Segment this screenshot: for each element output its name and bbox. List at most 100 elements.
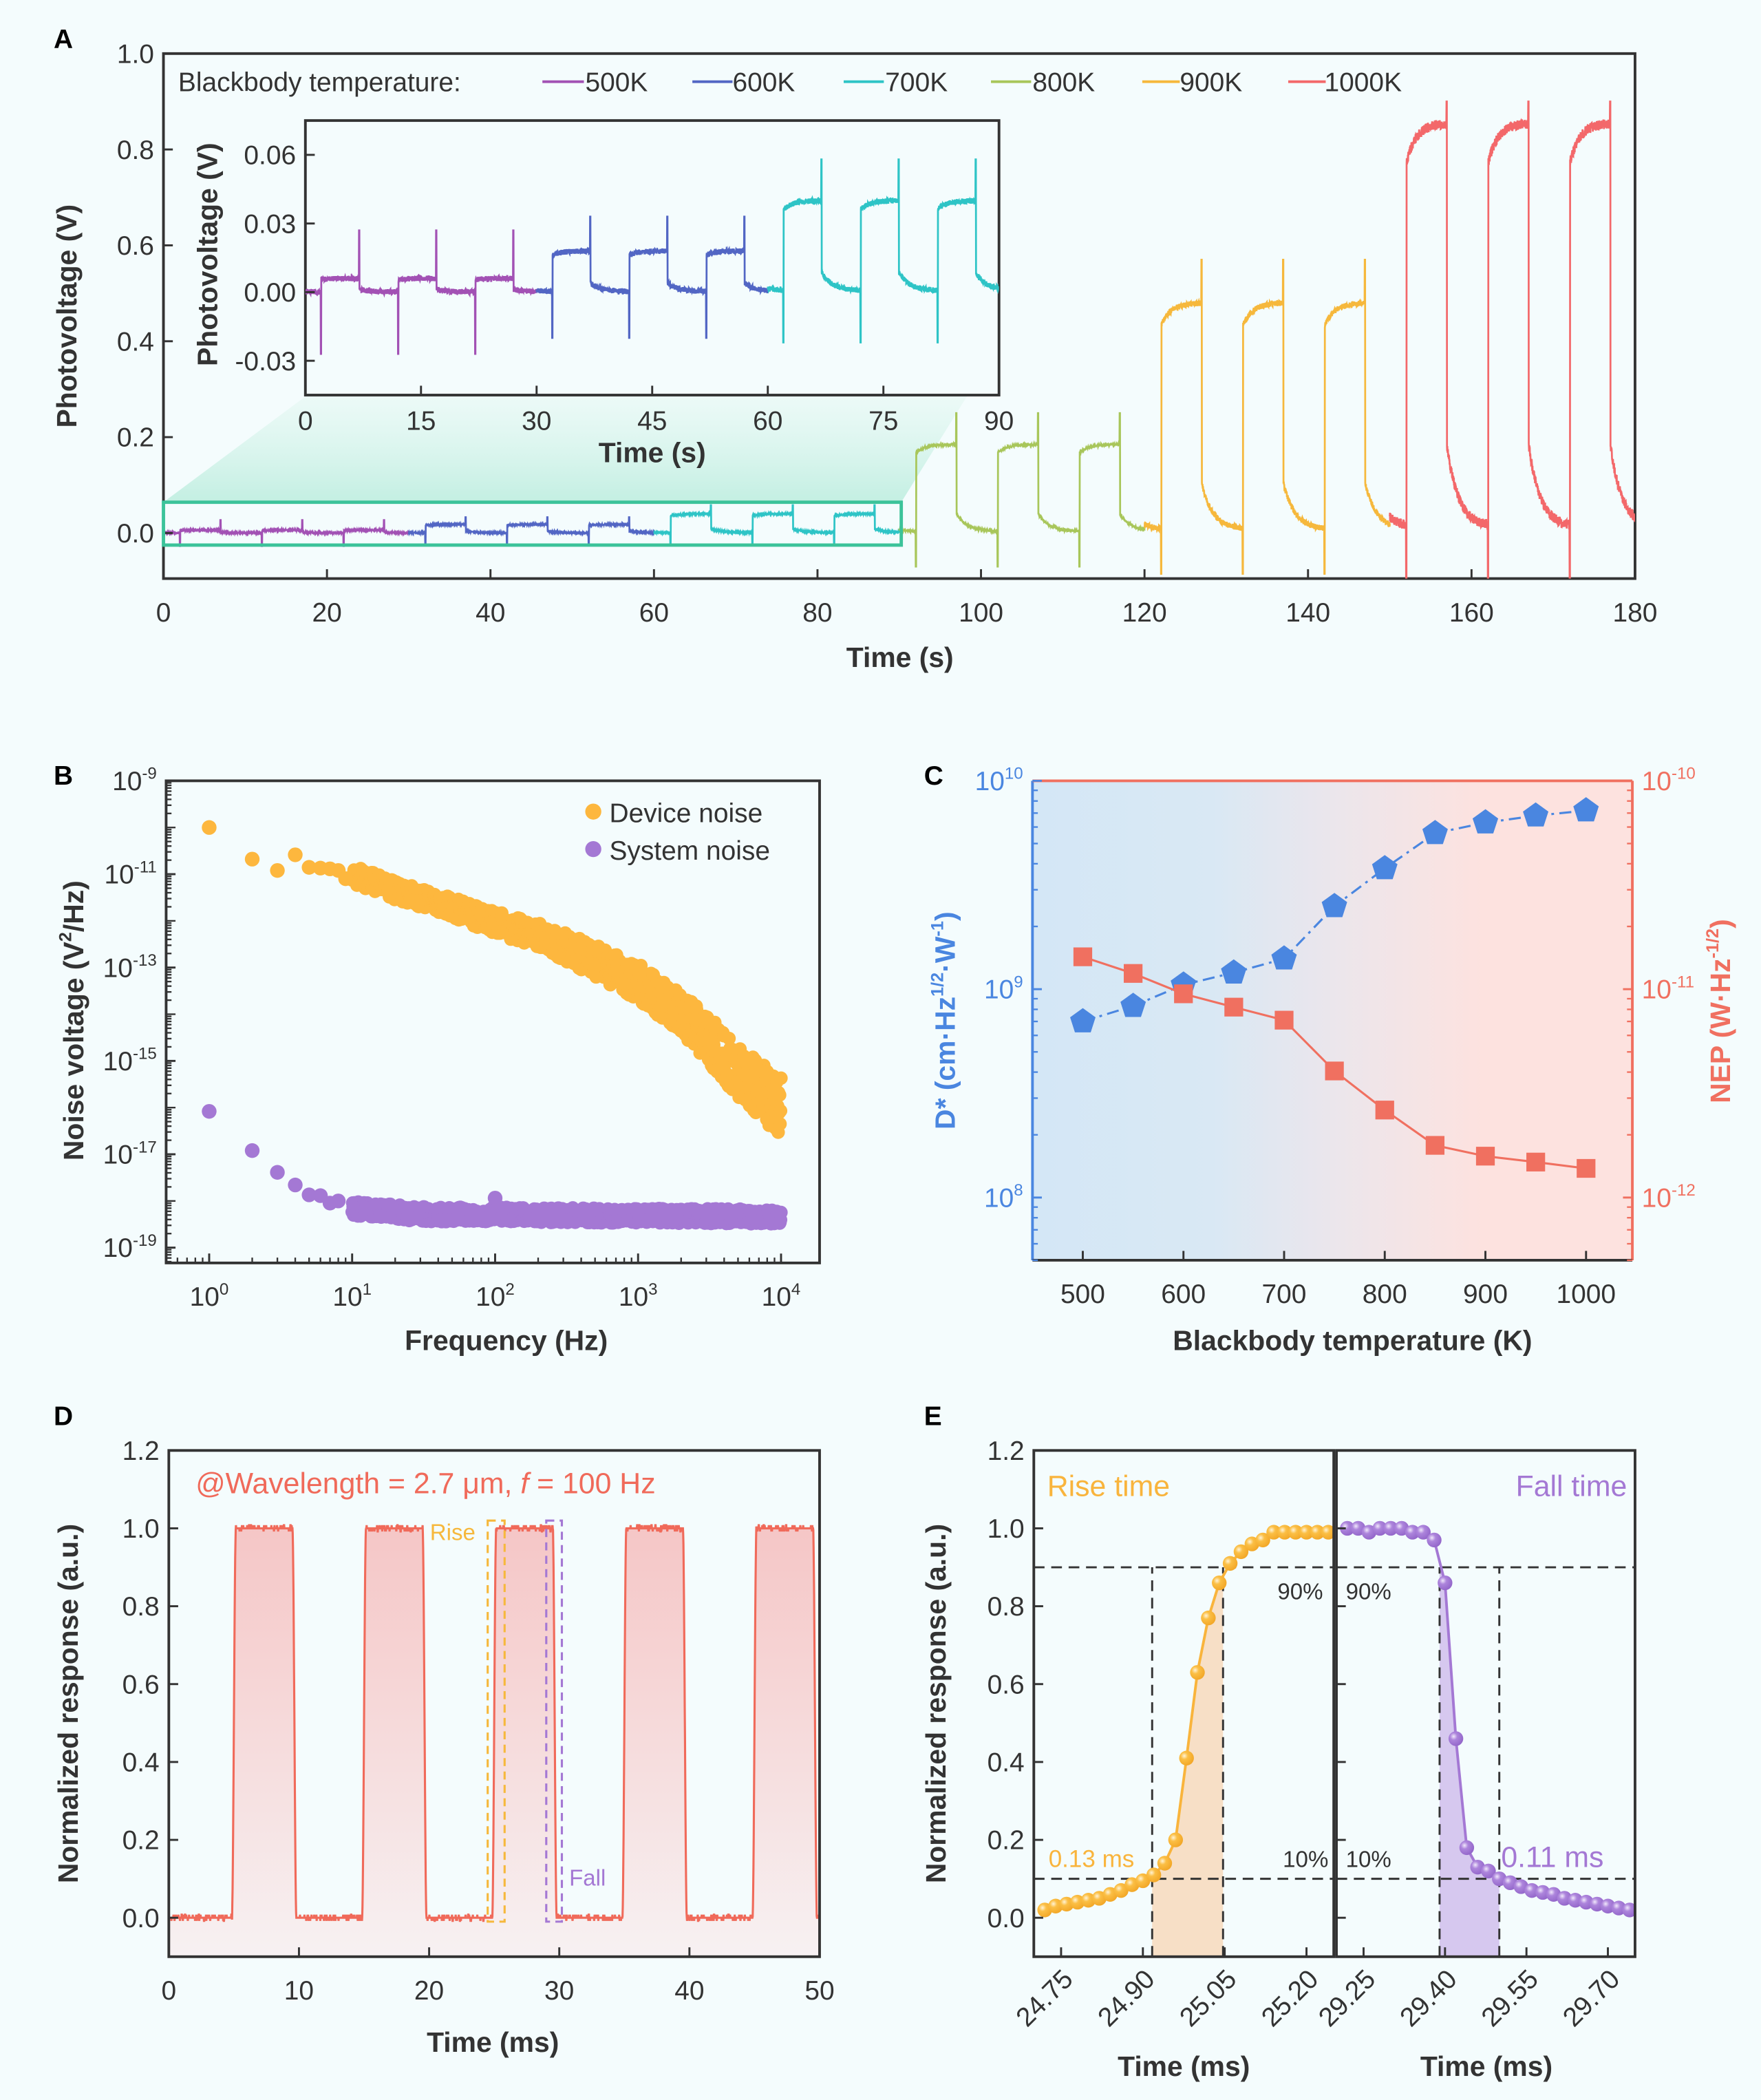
panel-a-zoom-box xyxy=(162,500,904,547)
panel-b-x-axis-title: Frequency (Hz) xyxy=(405,1324,608,1356)
panel-b-y-tick-label: 10-15 xyxy=(103,1045,157,1076)
inset-series-500k xyxy=(305,229,538,355)
panel-c-right-axis-title: NEP (W·Hz-1/2) xyxy=(1703,919,1736,1103)
panel-a-x-tick-label: 100 xyxy=(959,598,1003,628)
rise-90-label: 90% xyxy=(1277,1579,1323,1604)
panel-d-y-tick-label: 0.6 xyxy=(122,1670,160,1699)
pentagon-marker xyxy=(1271,945,1297,970)
panel-c-x-tick-label: 800 xyxy=(1363,1280,1407,1309)
rise-data-point xyxy=(1310,1525,1325,1540)
fall-data-point xyxy=(1416,1525,1431,1540)
panel-d-x-tick-label: 20 xyxy=(414,1976,444,2006)
rise-shaded-interval xyxy=(1152,1576,1224,1957)
pentagon-marker xyxy=(1422,820,1448,845)
rise-y-tick-label: 0.2 xyxy=(988,1826,1025,1856)
panel-b-y-tick-label: 10-19 xyxy=(103,1231,157,1263)
legend-label-device-noise: Device noise xyxy=(609,799,762,829)
panel-a-zoom-connector xyxy=(163,396,968,502)
series-device-noise xyxy=(202,820,788,1139)
panel-a-y-tick-label: 1.0 xyxy=(117,39,154,69)
data-point xyxy=(202,1103,217,1119)
rise-y-tick-label: 0.6 xyxy=(988,1670,1025,1699)
pentagon-marker xyxy=(1321,893,1347,918)
rise-data-point xyxy=(1190,1665,1205,1680)
data-point xyxy=(773,1104,788,1118)
panel-c-x-tick-label: 1000 xyxy=(1557,1280,1616,1309)
legend-marker-system-noise xyxy=(585,840,601,858)
data-point xyxy=(330,1194,346,1209)
rise-box-label: Rise xyxy=(430,1520,476,1546)
fall-plot xyxy=(1336,1520,1635,1957)
legend-marker-device-noise xyxy=(585,803,601,820)
data-point xyxy=(288,847,303,862)
panel-a-y-tick-label: 0.6 xyxy=(117,231,154,261)
rise-data-point xyxy=(1212,1575,1227,1591)
panel-c-right-y-tick-label: 10-12 xyxy=(1642,1181,1696,1213)
inset-traces xyxy=(305,158,999,355)
rise-data-point xyxy=(1135,1873,1151,1889)
data-point xyxy=(202,820,217,835)
fall-10-label: 10% xyxy=(1346,1847,1391,1872)
square-marker xyxy=(1526,1152,1546,1171)
fall-90-label: 90% xyxy=(1346,1579,1391,1604)
panel-c-left-y-tick-label: 1010 xyxy=(975,765,1023,796)
panel-c-x-tick-label: 600 xyxy=(1161,1280,1206,1309)
fall-data-point xyxy=(1590,1896,1605,1912)
fall-x-tick-label: 29.40 xyxy=(1394,1964,1462,2033)
panel-a-x-tick-label: 40 xyxy=(476,598,505,628)
panel-d-condition-annotation: @Wavelength = 2.7 μm, f = 100 Hz xyxy=(195,1467,655,1500)
rise-data-point xyxy=(1233,1544,1249,1560)
rise-x-tick-label: 25.05 xyxy=(1174,1964,1242,2033)
panel-a-y-tick-label: 0.0 xyxy=(117,519,154,549)
panel-a-y-tick-label: 0.8 xyxy=(117,136,154,165)
fall-data-point xyxy=(1405,1525,1420,1540)
inset-x-axis-title: Time (s) xyxy=(599,436,706,468)
square-marker xyxy=(1475,1147,1495,1166)
data-point xyxy=(288,1177,303,1193)
panel-a-series-1000k xyxy=(1389,100,1635,579)
pentagon-marker xyxy=(1573,797,1599,822)
rise-data-point xyxy=(1168,1832,1184,1847)
square-marker xyxy=(1224,997,1244,1017)
panel-b-x-tick-label: 101 xyxy=(332,1280,372,1312)
square-marker xyxy=(1425,1136,1445,1155)
panel-a-x-axis-title: Time (s) xyxy=(846,641,954,673)
panel-d-plot xyxy=(169,1524,820,1957)
square-marker xyxy=(1274,1010,1294,1030)
pentagon-marker xyxy=(1120,993,1146,1017)
panel-d-y-tick-label: 0.8 xyxy=(122,1592,160,1622)
fall-x-tick-label: 29.25 xyxy=(1313,1964,1381,2033)
inset-x-tick-label: 60 xyxy=(753,407,782,436)
fall-data-point xyxy=(1448,1731,1464,1746)
panel-label-e: E xyxy=(924,1401,942,1431)
panel-a-x-tick-label: 180 xyxy=(1612,598,1657,628)
panel-a-x-tick-label: 0 xyxy=(156,598,171,628)
panel-d-x-tick-label: 40 xyxy=(674,1976,704,2006)
legend-label-800k: 800K xyxy=(1032,67,1095,97)
legend-label-system-noise: System noise xyxy=(609,836,770,866)
panel-a-y-tick-label: 0.4 xyxy=(117,327,154,357)
fall-box-label: Fall xyxy=(569,1866,606,1891)
fall-shaded-interval xyxy=(1439,1561,1499,1957)
fall-x-tick-label: 29.55 xyxy=(1476,1964,1544,2033)
rise-y-tick-label: 0.4 xyxy=(988,1748,1025,1778)
rise-time-title: Rise time xyxy=(1047,1470,1170,1503)
inset-y-axis-title: Photovoltage (V) xyxy=(191,142,223,366)
inset-x-tick-label: 45 xyxy=(637,407,667,436)
rise-10-label: 10% xyxy=(1283,1847,1328,1872)
rise-x-tick-label: 24.90 xyxy=(1092,1964,1160,2033)
panel-a-x-tick-label: 60 xyxy=(639,598,669,628)
panel-d-y-tick-label: 0.4 xyxy=(122,1748,160,1778)
data-point xyxy=(774,1205,788,1220)
rise-plot xyxy=(1034,1525,1334,1957)
fall-x-axis-title: Time (ms) xyxy=(1420,2050,1552,2082)
legend-label-900k: 900K xyxy=(1180,67,1242,97)
square-marker xyxy=(1073,947,1093,966)
rise-data-point xyxy=(1266,1525,1281,1540)
series-system-noise xyxy=(202,1103,788,1231)
rise-data-point xyxy=(1080,1893,1096,1908)
rise-x-axis-title: Time (ms) xyxy=(1118,2050,1250,2082)
fall-data-point xyxy=(1611,1900,1626,1916)
rise-y-tick-label: 0.0 xyxy=(988,1904,1025,1933)
square-marker xyxy=(1325,1061,1344,1081)
